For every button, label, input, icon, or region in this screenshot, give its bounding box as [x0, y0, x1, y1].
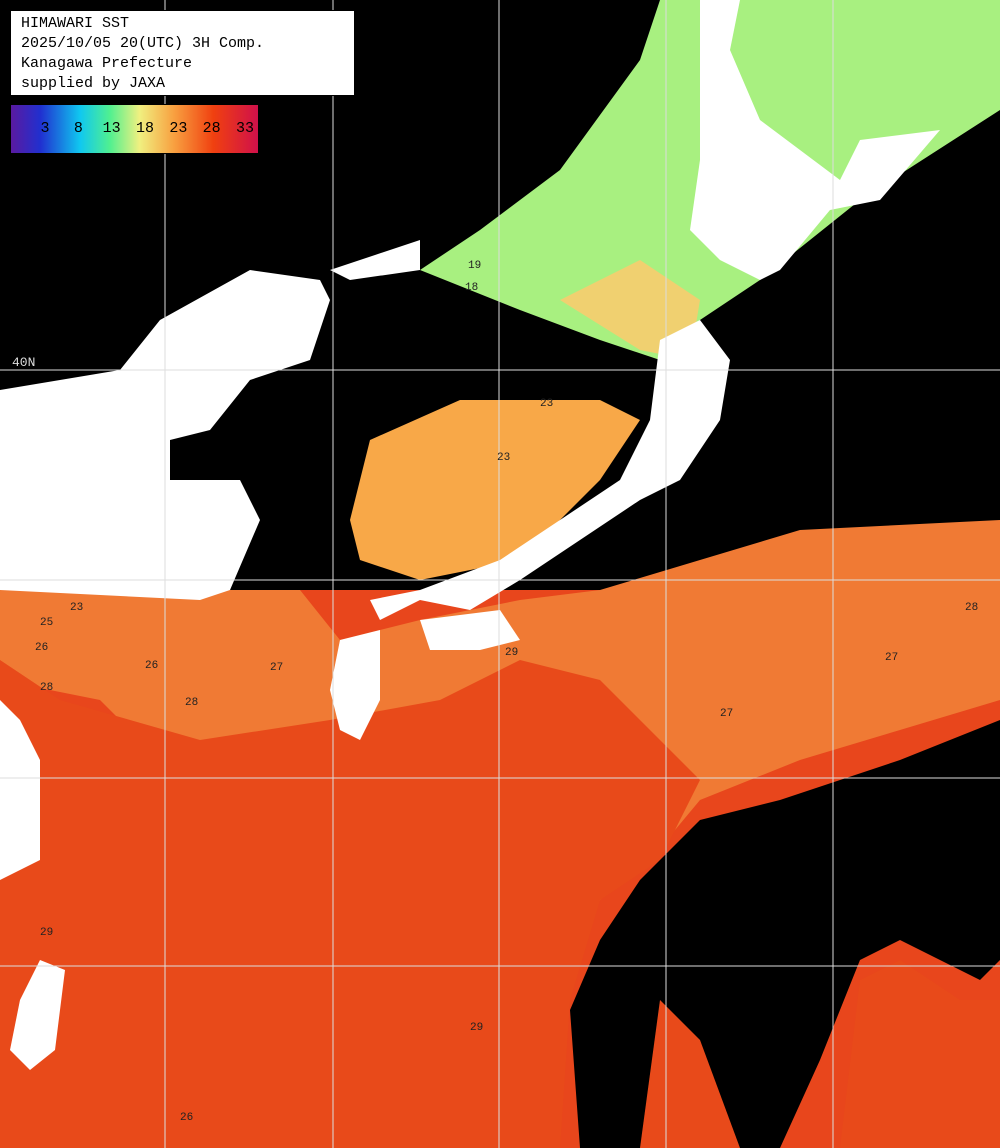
colorbar-tick-label: 23	[169, 120, 188, 137]
sst-patch	[840, 960, 1000, 1148]
contour-label: 28	[965, 602, 978, 614]
sst-patch	[640, 1000, 740, 1148]
contour-label: 26	[145, 660, 158, 672]
colorbar-tick-label: 33	[235, 120, 255, 137]
sst-japan-sea	[350, 400, 640, 580]
colorbar-tick-label: 8	[73, 120, 83, 137]
header-line: HIMAWARI SST	[21, 15, 130, 32]
contour-label: 28	[185, 697, 198, 709]
contour-label: 28	[40, 682, 53, 694]
land-hokkaido	[690, 0, 940, 280]
colorbar-tick-label: 28	[202, 120, 221, 137]
contour-label: 27	[885, 652, 898, 664]
contour-label: 26	[180, 1112, 193, 1124]
land-coast	[330, 240, 420, 280]
contour-label: 29	[505, 647, 518, 659]
land-kyushu	[330, 630, 380, 740]
contour-label: 29	[470, 1022, 483, 1034]
colorbar-tick-label: 3	[40, 120, 50, 137]
contour-label: 26	[35, 642, 48, 654]
contour-label: 23	[70, 602, 83, 614]
header-box: HIMAWARI SST 2025/10/05 20(UTC) 3H Comp. K…	[10, 10, 355, 96]
contour-label: 29	[40, 927, 53, 939]
contour-label: 19	[468, 260, 481, 272]
contour-labels: 19 18 23 23 23 25 26 26 27 27 28 28 29 29 29 26 27 28	[35, 260, 978, 1124]
land-china-coast	[0, 700, 40, 880]
colorbar-tick-label: 13	[102, 120, 121, 137]
land-honshu	[370, 320, 730, 620]
colorbar-tick-label: 18	[135, 120, 155, 137]
colorbar: 3 8 13 18 23 28 33	[10, 104, 259, 154]
land-shikoku	[420, 610, 520, 650]
contour-label: 27	[720, 708, 733, 720]
header-line: supplied by JAXA	[21, 75, 166, 92]
header-line: 2025/10/05 20(UTC) 3H Comp.	[21, 35, 265, 52]
contour-label: 25	[40, 617, 53, 629]
contour-label: 23	[540, 398, 553, 410]
lat-label: 40N	[12, 355, 35, 370]
land-taiwan	[10, 960, 65, 1070]
contour-label: 27	[270, 662, 283, 674]
sst-south	[0, 660, 700, 1148]
sst-north-yellow	[560, 260, 700, 360]
contour-label: 23	[497, 452, 510, 464]
contour-label: 18	[465, 282, 478, 294]
header-line: Kanagawa Prefecture	[21, 55, 193, 72]
